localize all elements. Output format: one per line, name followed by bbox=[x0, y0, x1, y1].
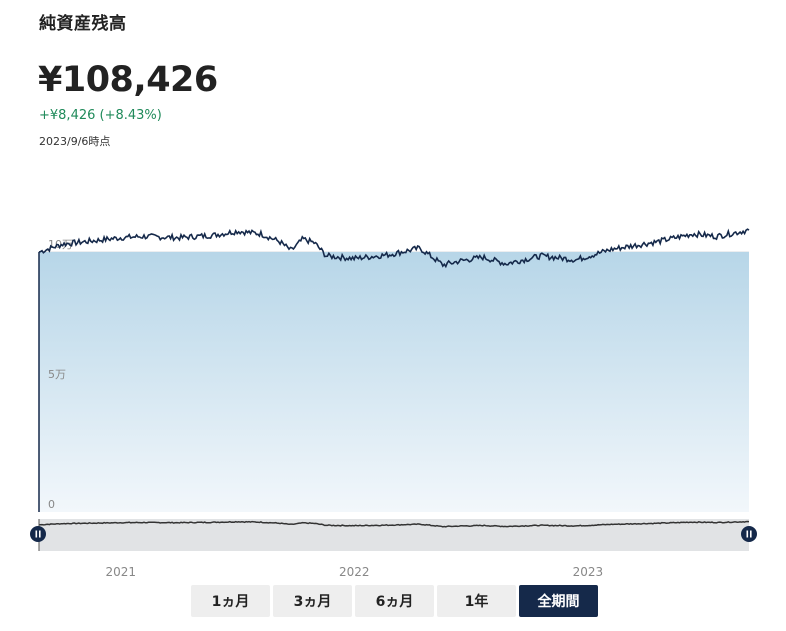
as-of-date: 2023/9/6時点 bbox=[39, 135, 111, 148]
series-line bbox=[38, 228, 750, 269]
pause-grip-icon bbox=[746, 530, 749, 538]
range-tab[interactable]: 3ヵ月 bbox=[273, 585, 352, 617]
navigator-left-handle[interactable] bbox=[30, 526, 46, 542]
page-title: 純資産残高 bbox=[39, 14, 127, 34]
area-fill bbox=[39, 252, 749, 512]
x-tick-label: 2023 bbox=[573, 565, 604, 579]
x-tick-label: 2022 bbox=[339, 565, 370, 579]
x-tick-label: 2021 bbox=[105, 565, 136, 579]
navigator-right-handle[interactable] bbox=[741, 526, 757, 542]
range-tab[interactable]: 1ヵ月 bbox=[191, 585, 270, 617]
y-tick-label: 0 bbox=[48, 498, 55, 511]
range-tab[interactable]: 1年 bbox=[437, 585, 516, 617]
net-asset-balance: ¥108,426 bbox=[38, 60, 218, 100]
x-axis-labels: 2021 2022 2023 bbox=[105, 565, 603, 579]
y-tick-label: 5万 bbox=[48, 368, 66, 381]
range-tab[interactable]: 6ヵ月 bbox=[355, 585, 434, 617]
range-tab[interactable]: 全期間 bbox=[519, 585, 598, 617]
navigator-line bbox=[38, 520, 750, 528]
balance-change: +¥8,426 (+8.43%) bbox=[39, 108, 162, 123]
pause-grip-icon bbox=[35, 530, 38, 538]
